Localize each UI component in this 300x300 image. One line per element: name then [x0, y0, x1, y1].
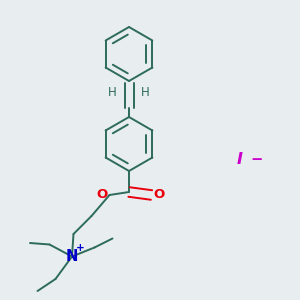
Text: I: I	[237, 152, 243, 166]
Text: N: N	[66, 249, 78, 264]
Text: +: +	[76, 243, 85, 253]
Text: H: H	[141, 86, 150, 99]
Text: O: O	[97, 188, 108, 201]
Text: O: O	[154, 188, 165, 202]
Text: −: −	[250, 152, 262, 166]
Text: H: H	[108, 86, 117, 99]
